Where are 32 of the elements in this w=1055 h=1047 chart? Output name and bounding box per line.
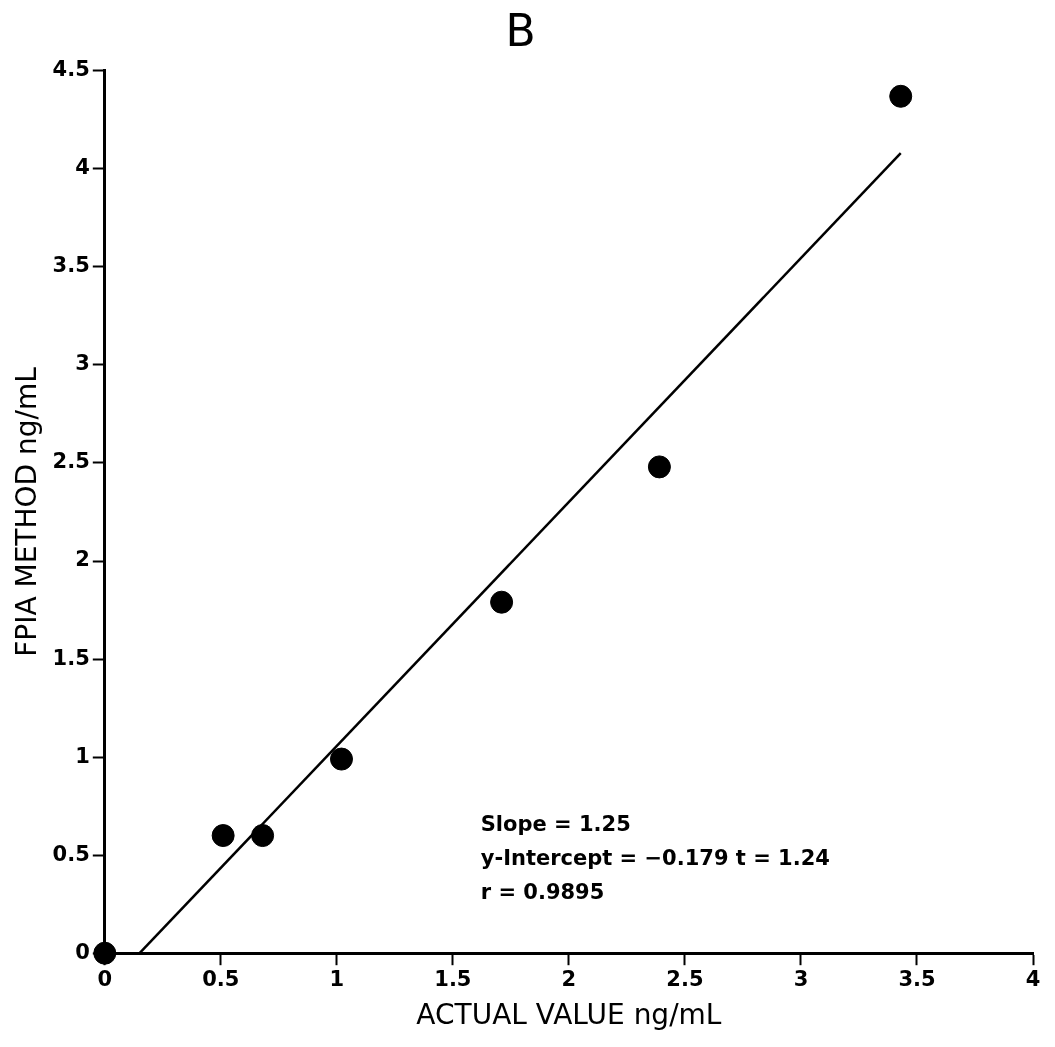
y-axis-title: FPIA METHOD ng/mL <box>10 366 44 657</box>
y-tick-label: 2 <box>75 547 90 572</box>
point <box>211 824 235 848</box>
annotation: r = 0.9895 <box>480 879 605 904</box>
y-tick-label: 3 <box>75 351 90 376</box>
x-tick-label: 2 <box>561 967 577 992</box>
point <box>490 590 514 614</box>
y-tick-label: 2.5 <box>52 449 90 474</box>
point <box>329 747 353 771</box>
annotation: y-Intercept = −0.179 t = 1.24 <box>480 845 830 870</box>
annotation: Slope = 1.25 <box>480 811 631 836</box>
x-tick-label: 3.5 <box>898 967 936 992</box>
x-tick-label: 3 <box>793 967 809 992</box>
point <box>889 84 913 108</box>
y-tick-label: 0.5 <box>52 841 90 866</box>
x-tick-label: 4 <box>1025 967 1041 992</box>
y-tick-label: 4 <box>75 155 90 180</box>
x-tick-label: 1.5 <box>434 967 472 992</box>
x-tick-label: 0 <box>97 967 113 992</box>
y-tick-label: 3.5 <box>52 253 90 278</box>
x-tick-label: 2.5 <box>666 967 704 992</box>
point <box>647 455 671 479</box>
y-tick-label: 0 <box>75 939 90 964</box>
y-tick-label: 1.5 <box>52 645 90 670</box>
y-tick-label: 1 <box>75 743 90 768</box>
x-tick-label: 0.5 <box>202 967 240 992</box>
x-tick-label: 1 <box>329 967 345 992</box>
chart-title: B <box>505 4 536 56</box>
x-axis-title: ACTUAL VALUE ng/mL <box>416 998 722 1032</box>
y-tick-label: 4.5 <box>52 57 90 82</box>
point <box>93 941 117 965</box>
point <box>251 824 275 848</box>
